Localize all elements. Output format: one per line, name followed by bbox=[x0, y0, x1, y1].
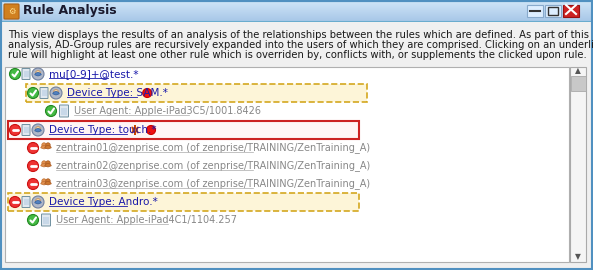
Circle shape bbox=[50, 87, 62, 99]
Text: ⚙: ⚙ bbox=[8, 7, 15, 16]
Circle shape bbox=[32, 124, 44, 136]
FancyBboxPatch shape bbox=[24, 127, 28, 133]
Circle shape bbox=[42, 143, 46, 147]
Wedge shape bbox=[41, 164, 47, 167]
FancyBboxPatch shape bbox=[24, 71, 28, 77]
Text: User Agent: Apple-iPad4C1/1104.257: User Agent: Apple-iPad4C1/1104.257 bbox=[56, 215, 237, 225]
Wedge shape bbox=[44, 181, 51, 185]
Text: Rule Analysis: Rule Analysis bbox=[23, 4, 117, 17]
FancyBboxPatch shape bbox=[1, 19, 592, 20]
FancyBboxPatch shape bbox=[1, 10, 592, 11]
FancyBboxPatch shape bbox=[5, 67, 569, 262]
Text: ▼: ▼ bbox=[575, 252, 581, 262]
Circle shape bbox=[27, 178, 39, 190]
FancyBboxPatch shape bbox=[42, 90, 46, 96]
FancyBboxPatch shape bbox=[570, 67, 586, 262]
FancyBboxPatch shape bbox=[1, 1, 592, 2]
FancyBboxPatch shape bbox=[8, 120, 359, 139]
FancyBboxPatch shape bbox=[545, 5, 561, 17]
FancyBboxPatch shape bbox=[24, 199, 28, 205]
FancyBboxPatch shape bbox=[1, 14, 592, 15]
Wedge shape bbox=[44, 164, 51, 167]
Circle shape bbox=[36, 127, 40, 131]
FancyBboxPatch shape bbox=[40, 87, 48, 99]
Circle shape bbox=[46, 179, 50, 183]
Text: ▲: ▲ bbox=[575, 66, 581, 76]
Text: mu[0-9]+@test.*: mu[0-9]+@test.* bbox=[49, 69, 139, 79]
Circle shape bbox=[46, 143, 50, 147]
FancyBboxPatch shape bbox=[2, 22, 591, 268]
FancyBboxPatch shape bbox=[1, 13, 592, 14]
FancyBboxPatch shape bbox=[1, 20, 592, 21]
FancyBboxPatch shape bbox=[1, 17, 592, 18]
Circle shape bbox=[32, 196, 44, 208]
Circle shape bbox=[9, 124, 21, 136]
Wedge shape bbox=[35, 129, 42, 132]
FancyBboxPatch shape bbox=[22, 197, 30, 208]
Wedge shape bbox=[44, 146, 51, 149]
FancyBboxPatch shape bbox=[1, 11, 592, 12]
Wedge shape bbox=[41, 146, 47, 149]
Wedge shape bbox=[41, 181, 47, 185]
FancyBboxPatch shape bbox=[25, 83, 366, 102]
Circle shape bbox=[9, 69, 21, 79]
FancyBboxPatch shape bbox=[1, 15, 592, 16]
FancyBboxPatch shape bbox=[527, 5, 543, 17]
FancyBboxPatch shape bbox=[8, 193, 359, 211]
FancyBboxPatch shape bbox=[570, 76, 585, 90]
FancyBboxPatch shape bbox=[1, 7, 592, 8]
Text: Device Type: SAM.*: Device Type: SAM.* bbox=[67, 88, 168, 98]
FancyBboxPatch shape bbox=[1, 2, 592, 3]
Text: This view displays the results of an analysis of the relationships between the r: This view displays the results of an ana… bbox=[8, 30, 589, 40]
Wedge shape bbox=[35, 201, 42, 204]
FancyBboxPatch shape bbox=[42, 214, 50, 226]
FancyBboxPatch shape bbox=[1, 5, 592, 6]
Text: zentrain03@zenprise.com (of zenprise/TRAINING/ZenTraining_A): zentrain03@zenprise.com (of zenprise/TRA… bbox=[56, 178, 370, 190]
FancyBboxPatch shape bbox=[59, 105, 69, 117]
Circle shape bbox=[9, 197, 21, 208]
FancyBboxPatch shape bbox=[22, 69, 30, 79]
FancyBboxPatch shape bbox=[1, 18, 592, 19]
Circle shape bbox=[42, 179, 46, 183]
Text: analysis, AD-Group rules are recursively expanded into the users of which they a: analysis, AD-Group rules are recursively… bbox=[8, 40, 593, 50]
Circle shape bbox=[46, 106, 56, 116]
FancyBboxPatch shape bbox=[43, 217, 49, 224]
Text: rule will highlight at least one other rule which is overriden by, conflicts wit: rule will highlight at least one other r… bbox=[8, 50, 586, 60]
FancyBboxPatch shape bbox=[1, 12, 592, 13]
Text: Device Type: touch.*: Device Type: touch.* bbox=[49, 125, 157, 135]
Circle shape bbox=[36, 70, 40, 76]
Text: zentrain02@zenprise.com (of zenprise/TRAINING/ZenTraining_A): zentrain02@zenprise.com (of zenprise/TRA… bbox=[56, 161, 370, 171]
Wedge shape bbox=[35, 73, 42, 76]
FancyBboxPatch shape bbox=[22, 124, 30, 136]
FancyBboxPatch shape bbox=[4, 4, 19, 19]
FancyBboxPatch shape bbox=[1, 9, 592, 10]
Circle shape bbox=[36, 198, 40, 204]
Text: User Agent: Apple-iPad3C5/1001.8426: User Agent: Apple-iPad3C5/1001.8426 bbox=[74, 106, 261, 116]
FancyBboxPatch shape bbox=[1, 3, 592, 4]
Circle shape bbox=[53, 89, 59, 94]
Circle shape bbox=[42, 161, 46, 165]
Circle shape bbox=[27, 143, 39, 154]
Circle shape bbox=[46, 161, 50, 165]
FancyBboxPatch shape bbox=[1, 6, 592, 7]
Circle shape bbox=[143, 89, 152, 97]
Circle shape bbox=[32, 68, 44, 80]
FancyBboxPatch shape bbox=[1, 8, 592, 9]
Circle shape bbox=[27, 160, 39, 171]
FancyBboxPatch shape bbox=[1, 4, 592, 5]
Text: Device Type: Andro.*: Device Type: Andro.* bbox=[49, 197, 158, 207]
Circle shape bbox=[27, 87, 39, 99]
Wedge shape bbox=[53, 92, 59, 95]
Circle shape bbox=[27, 214, 39, 225]
FancyBboxPatch shape bbox=[1, 16, 592, 17]
Text: zentrain01@zenprise.com (of zenprise/TRAINING/ZenTraining_A): zentrain01@zenprise.com (of zenprise/TRA… bbox=[56, 143, 370, 153]
FancyBboxPatch shape bbox=[563, 5, 579, 17]
Circle shape bbox=[146, 126, 155, 134]
FancyBboxPatch shape bbox=[61, 107, 67, 114]
